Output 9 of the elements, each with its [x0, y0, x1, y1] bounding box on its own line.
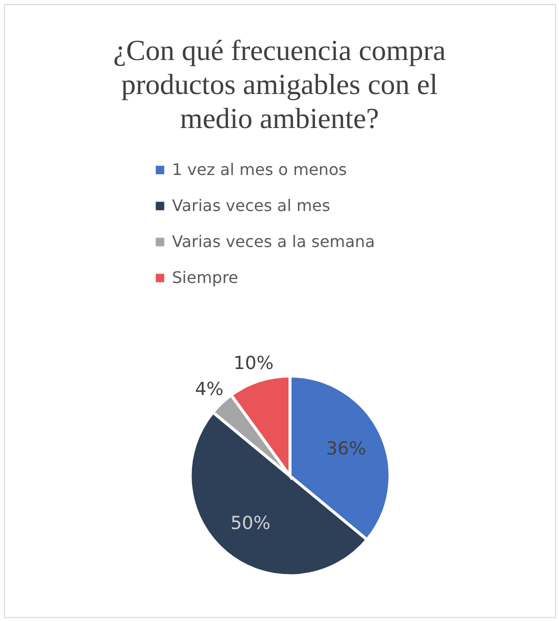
chart-title: ¿Con qué frecuencia compra productos amigables con el medio ambiente?	[113, 35, 446, 135]
data-label: 50%	[230, 512, 270, 534]
data-label: 36%	[326, 438, 366, 460]
legend-label: Varias veces a la semana	[172, 232, 375, 251]
legend-label: Siempre	[172, 268, 238, 287]
data-label: 4%	[194, 378, 224, 400]
legend-label: Varias veces al mes	[172, 196, 330, 215]
data-label: 10%	[234, 352, 274, 374]
legend-label: 1 vez al mes o menos	[172, 160, 347, 179]
